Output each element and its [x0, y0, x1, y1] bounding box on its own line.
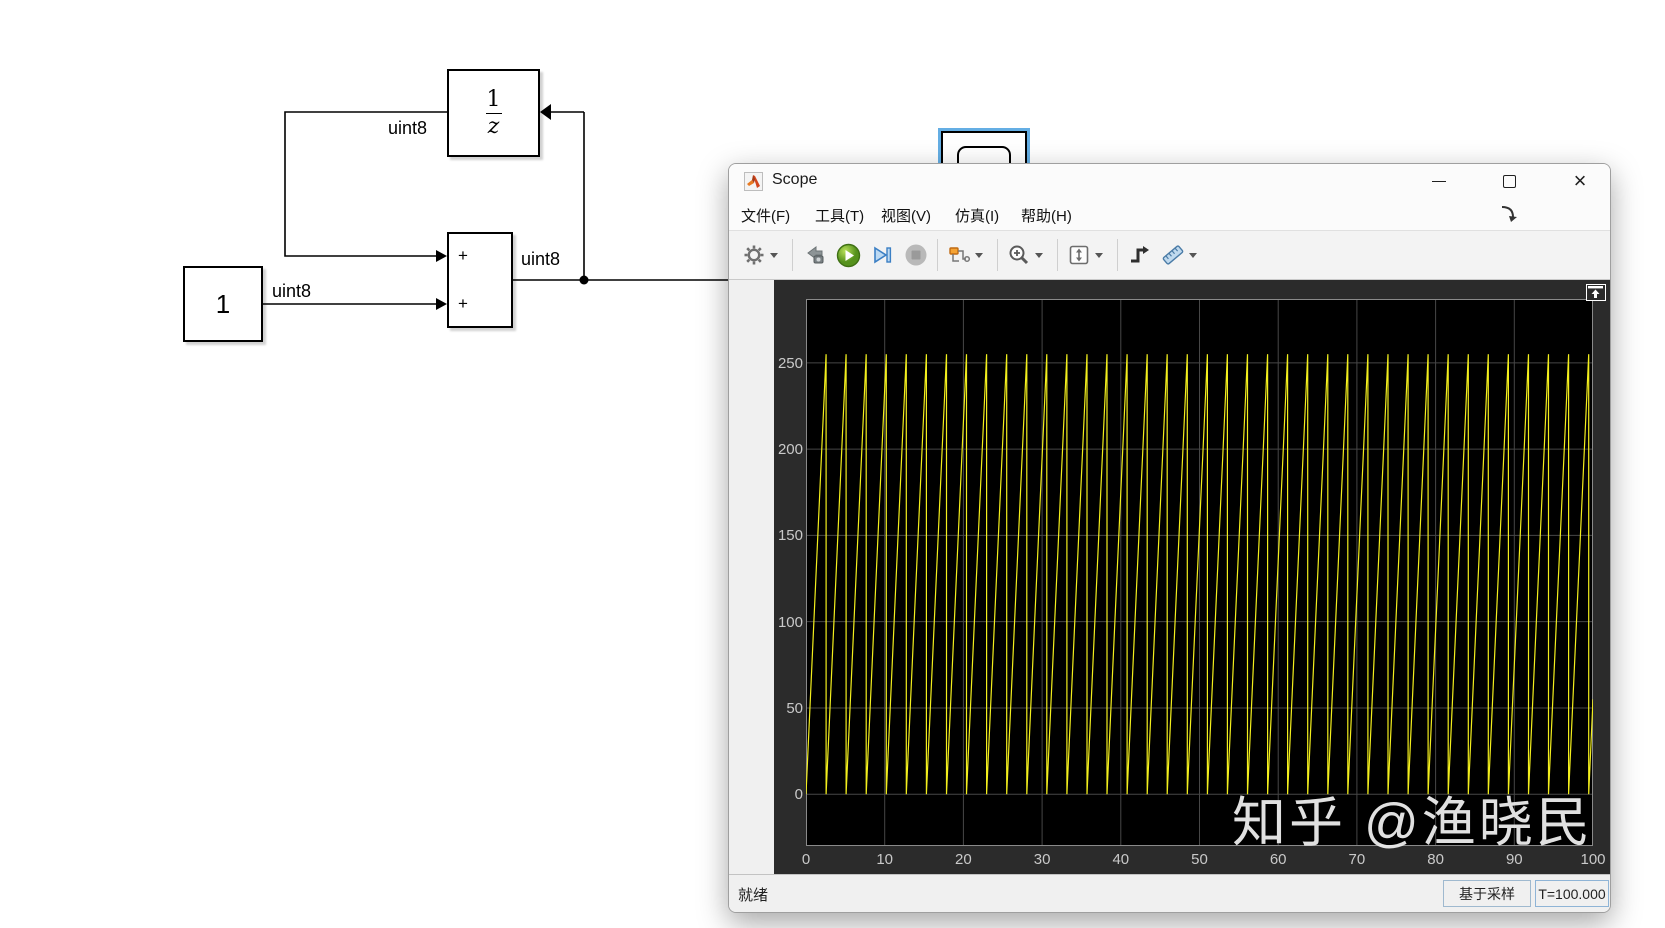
x-tick-label: 30: [1033, 851, 1051, 868]
y-tick-label: 150: [777, 527, 803, 545]
close-button[interactable]: ×: [1557, 164, 1603, 198]
maximize-icon: [1502, 174, 1516, 188]
x-tick-label: 20: [955, 851, 972, 868]
constant-output-type-label: uint8: [272, 281, 312, 301]
settings-gear-button[interactable]: [741, 242, 767, 268]
trigger-button[interactable]: [1126, 242, 1152, 268]
minimize-icon: [1432, 180, 1446, 182]
snapshot-button[interactable]: [801, 242, 827, 268]
matlab-logo-icon: [744, 172, 763, 191]
unit-delay-numerator: 1: [486, 87, 501, 113]
x-tick-label: 100: [1580, 851, 1606, 868]
menu-view[interactable]: 视图(V): [881, 208, 931, 225]
toolbar-separator: [997, 239, 998, 271]
constant-block[interactable]: 1: [183, 266, 263, 342]
dock-arrow-icon[interactable]: [1499, 204, 1519, 224]
toolbar: [729, 230, 1610, 280]
toolbar-separator: [1057, 239, 1058, 271]
step-forward-button[interactable]: [869, 242, 895, 268]
fit-to-view-button[interactable]: [1066, 242, 1092, 268]
sum-block[interactable]: + +: [447, 232, 513, 328]
delay-output-type-label: uint8: [388, 118, 428, 138]
unit-delay-denominator: z: [487, 113, 500, 139]
constant-value: 1: [215, 288, 231, 319]
y-tick-label: 250: [777, 354, 803, 372]
stop-button[interactable]: [903, 242, 929, 268]
window-title: Scope: [772, 171, 818, 188]
toolbar-separator: [937, 239, 938, 271]
y-tick-label: 0: [794, 786, 803, 804]
zoom-dropdown-caret[interactable]: [1035, 252, 1043, 258]
restore-panel-icon[interactable]: [1586, 284, 1606, 301]
watermark-text: 知乎 @渔晓民: [1232, 793, 1593, 853]
zoom-button[interactable]: [1006, 242, 1032, 268]
menu-help[interactable]: 帮助(H): [1021, 208, 1072, 225]
signal-selector-caret[interactable]: [975, 252, 983, 258]
menu-file[interactable]: 文件(F): [741, 208, 791, 225]
plot-area[interactable]: [806, 299, 1593, 846]
x-tick-label: 50: [1191, 851, 1208, 868]
sum-plus-bottom: +: [458, 294, 468, 313]
maximize-button[interactable]: [1486, 164, 1532, 198]
unit-delay-expression: 1 z: [449, 71, 538, 155]
measurements-ruler-button[interactable]: [1160, 242, 1186, 268]
y-tick-label: 50: [786, 699, 803, 717]
x-tick-label: 10: [876, 851, 894, 868]
x-tick-label: 90: [1505, 851, 1523, 868]
toolbar-separator: [792, 239, 793, 271]
toolbar-separator: [1117, 239, 1118, 271]
x-tick-label: 0: [801, 851, 811, 868]
minimize-button[interactable]: [1416, 164, 1462, 198]
signal-selector-button[interactable]: [946, 242, 972, 268]
status-bar: 就绪 基于采样 T=100.000: [729, 874, 1610, 912]
sum-plus-top: +: [458, 246, 468, 265]
measurements-caret[interactable]: [1189, 252, 1197, 258]
close-icon: ×: [1573, 168, 1587, 193]
fraction-bar: [485, 112, 502, 114]
run-button[interactable]: [835, 242, 861, 268]
fit-to-view-caret[interactable]: [1095, 252, 1103, 258]
x-tick-label: 70: [1348, 851, 1366, 868]
settings-dropdown-caret[interactable]: [770, 252, 778, 258]
menu-simulate[interactable]: 仿真(I): [955, 208, 1000, 225]
x-tick-label: 80: [1427, 851, 1444, 868]
status-ready-text: 就绪: [738, 887, 769, 904]
y-tick-label: 100: [777, 613, 803, 631]
title-bar[interactable]: Scope ×: [729, 164, 1610, 198]
plot-panel: 0 50 100 150 200 250 0 10 20 30 40 50 60 70 80 90 100: [774, 280, 1610, 876]
menu-bar: 文件(F) 工具(T) 视图(V) 仿真(I) 帮助(H): [729, 198, 1610, 230]
unit-delay-block[interactable]: 1 z: [447, 69, 540, 157]
menu-tools[interactable]: 工具(T): [815, 208, 865, 225]
x-tick-label: 40: [1112, 851, 1130, 868]
y-tick-label: 200: [777, 441, 803, 459]
x-tick-label: 60: [1269, 851, 1287, 868]
scope-window: Scope × 文件(F) 工具(T) 视图(V) 仿真(I) 帮助(H): [728, 163, 1611, 913]
status-sample-mode: 基于采样: [1443, 880, 1531, 907]
sum-output-type-label: uint8: [521, 249, 561, 269]
status-sim-time: T=100.000: [1535, 880, 1609, 907]
